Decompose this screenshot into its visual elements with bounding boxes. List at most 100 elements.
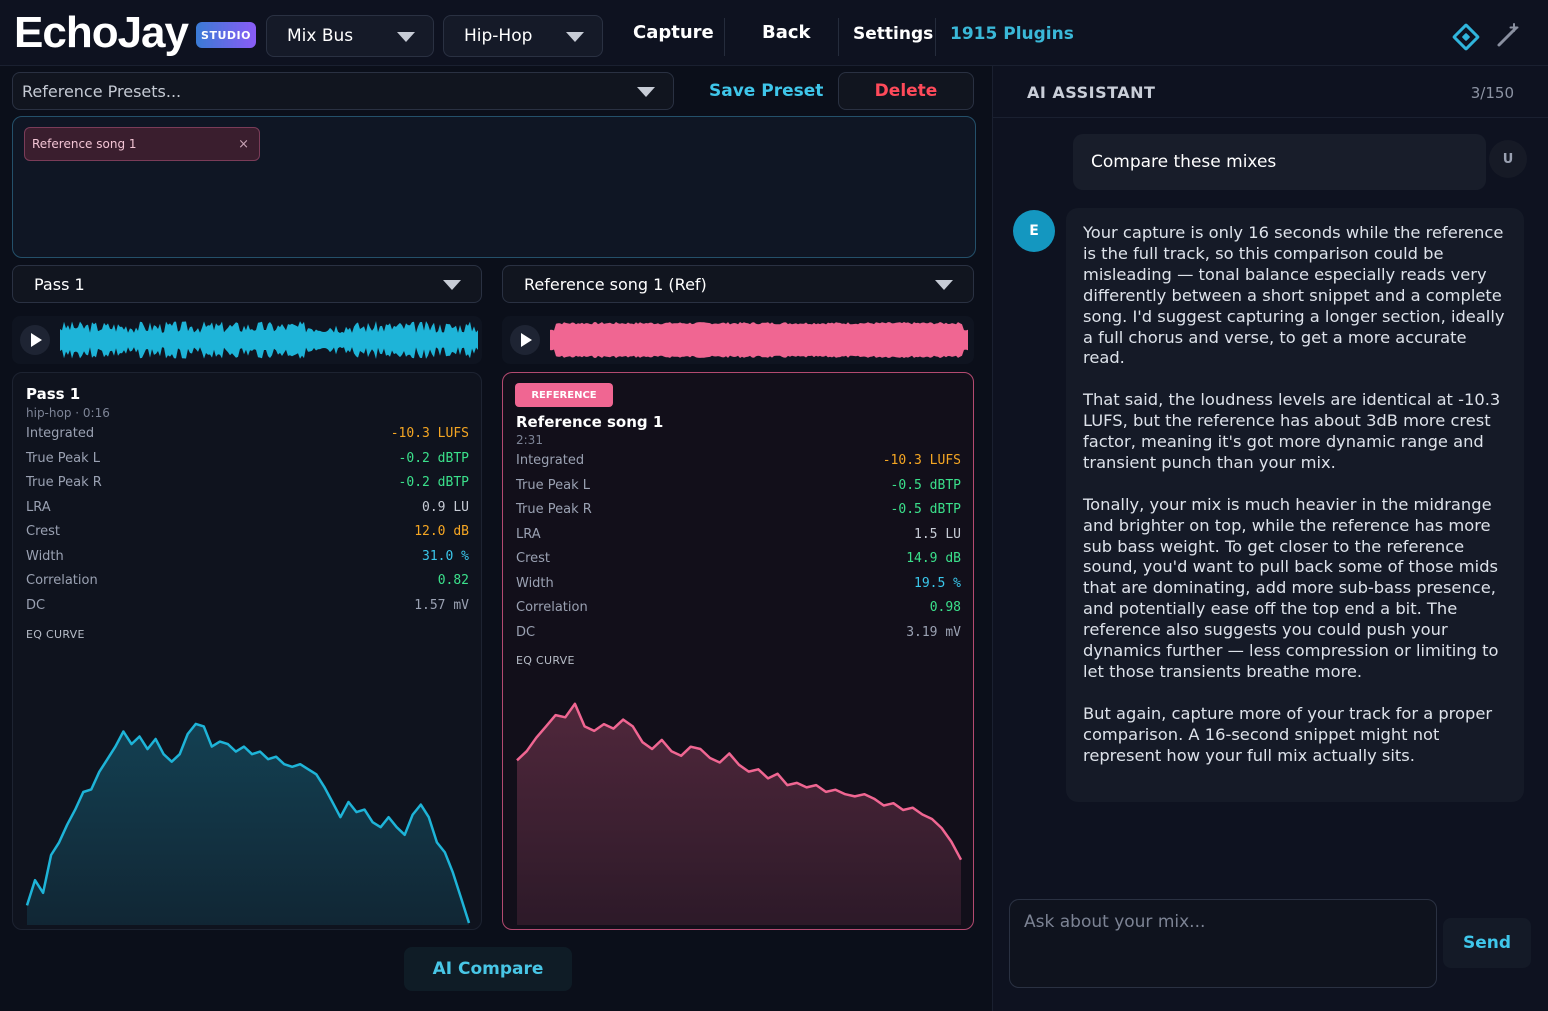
mix-waveform[interactable] <box>60 320 478 360</box>
metric-label: Crest <box>26 524 61 539</box>
metric-row: Crest 14.9 dB <box>516 551 961 571</box>
chat-input[interactable] <box>1010 900 1436 987</box>
play-icon[interactable] <box>510 325 540 355</box>
metric-label: Correlation <box>26 573 98 588</box>
nav-divider <box>935 18 936 56</box>
metric-value: -0.5 dBTP <box>890 502 961 517</box>
mix-selector[interactable]: Pass 1 <box>12 265 482 303</box>
send-button[interactable]: Send <box>1443 918 1531 968</box>
plugins-link[interactable]: 1915 Plugins <box>950 24 1074 44</box>
metric-label: True Peak R <box>26 475 102 490</box>
reference-waveform[interactable] <box>550 320 968 360</box>
assistant-message: Your capture is only 16 seconds while th… <box>1066 208 1524 802</box>
chevron-down-icon <box>935 280 953 290</box>
metric-row: Integrated -10.3 LUFS <box>26 426 469 446</box>
reference-selector[interactable]: Reference song 1 (Ref) <box>502 265 974 303</box>
delete-button[interactable]: Delete <box>838 72 974 110</box>
metric-value: 1.5 LU <box>914 526 961 542</box>
reference-presets-dropdown[interactable]: Reference Presets... <box>12 72 674 110</box>
reference-eq-label: EQ CURVE <box>516 654 575 667</box>
metric-label: Correlation <box>516 600 588 615</box>
metric-value: -0.2 dBTP <box>398 475 469 490</box>
bus-dropdown[interactable]: Mix Bus <box>266 15 434 57</box>
metric-row: True Peak R -0.2 dBTP <box>26 475 469 495</box>
metric-label: True Peak L <box>516 477 590 493</box>
reference-selector-value: Reference song 1 (Ref) <box>524 274 707 294</box>
reference-chip-label: Reference song 1 <box>32 137 137 151</box>
ai-assistant-header: AI ASSISTANT 3/150 <box>993 66 1548 118</box>
metric-value: 31.0 % <box>422 548 469 564</box>
metric-value: 12.0 dB <box>414 524 469 539</box>
reference-chip[interactable]: Reference song 1 × <box>24 127 260 161</box>
metric-row: DC 3.19 mV <box>516 625 961 645</box>
mix-selector-value: Pass 1 <box>34 274 85 294</box>
metric-row: Correlation 0.98 <box>516 600 961 620</box>
settings-button[interactable]: Settings <box>853 24 934 44</box>
ai-compare-button[interactable]: AI Compare <box>404 947 572 991</box>
metric-row: Width 31.0 % <box>26 549 469 569</box>
reference-card-title: Reference song 1 <box>516 413 664 431</box>
capture-button[interactable]: Capture <box>633 22 714 43</box>
reference-dropzone[interactable]: Reference song 1 × <box>12 116 976 258</box>
chevron-down-icon <box>637 87 655 97</box>
metric-row: Correlation 0.82 <box>26 573 469 593</box>
metric-row: Integrated -10.3 LUFS <box>516 453 961 473</box>
metric-value: -10.3 LUFS <box>390 426 469 441</box>
nav-divider <box>724 18 725 56</box>
studio-badge: STUDIO <box>196 22 256 48</box>
metric-value: 1.57 mV <box>414 597 469 613</box>
assistant-paragraph: Your capture is only 16 seconds while th… <box>1083 223 1505 368</box>
nav-divider <box>838 18 839 56</box>
chevron-down-icon <box>566 32 584 42</box>
metric-label: True Peak R <box>516 502 592 517</box>
message-count: 3/150 <box>1470 84 1514 102</box>
metric-label: Width <box>516 575 554 591</box>
wand-icon[interactable] <box>1494 22 1522 50</box>
eq-curve-line <box>516 702 963 861</box>
assistant-paragraph: Tonally, your mix is much heavier in the… <box>1083 494 1499 681</box>
mix-card-title: Pass 1 <box>26 385 81 403</box>
metric-label: True Peak L <box>26 450 100 466</box>
genre-dropdown[interactable]: Hip-Hop <box>443 15 603 57</box>
metric-value: -10.3 LUFS <box>882 453 961 468</box>
metric-label: LRA <box>516 526 541 542</box>
metric-value: 14.9 dB <box>906 551 961 566</box>
app-logo: EchoJay <box>14 9 189 57</box>
play-icon[interactable] <box>20 325 50 355</box>
metric-row: Crest 12.0 dB <box>26 524 469 544</box>
metric-label: Width <box>26 548 64 564</box>
top-bar: EchoJay STUDIO Mix Bus Hip-Hop Capture B… <box>0 0 1548 66</box>
reference-analysis-card: REFERENCE Reference song 1 2:31 Integrat… <box>502 372 974 930</box>
metric-row: DC 1.57 mV <box>26 598 469 618</box>
metric-row: True Peak L -0.5 dBTP <box>516 478 961 498</box>
metric-row: LRA 1.5 LU <box>516 527 961 547</box>
bus-dropdown-value: Mix Bus <box>287 26 354 46</box>
metric-row: True Peak R -0.5 dBTP <box>516 502 961 522</box>
metric-row: LRA 0.9 LU <box>26 500 469 520</box>
metric-label: DC <box>516 624 536 640</box>
ai-assistant-title: AI ASSISTANT <box>1027 83 1156 102</box>
metric-label: LRA <box>26 499 51 515</box>
back-button[interactable]: Back <box>762 22 811 43</box>
metric-row: Width 19.5 % <box>516 576 961 596</box>
save-preset-button[interactable]: Save Preset <box>709 81 824 101</box>
metric-label: Integrated <box>516 453 585 468</box>
assistant-avatar: E <box>1013 210 1055 252</box>
user-avatar: U <box>1489 140 1527 178</box>
close-icon[interactable]: × <box>238 137 249 152</box>
waveform-shape <box>60 321 478 359</box>
metric-value: 0.9 LU <box>422 499 469 515</box>
mix-analysis-card: Pass 1 hip-hop · 0:16 Integrated -10.3 LU… <box>12 372 482 930</box>
diamond-icon[interactable] <box>1451 22 1481 52</box>
user-message: Compare these mixes <box>1073 134 1486 190</box>
waveform-shape <box>550 322 968 358</box>
eq-curve-area <box>517 703 961 925</box>
assistant-paragraph: That said, the loudness levels are ident… <box>1083 390 1501 472</box>
eq-curve-area <box>27 723 469 925</box>
chevron-down-icon <box>443 280 461 290</box>
chat-input-box <box>1009 899 1437 988</box>
ai-assistant-panel: AI ASSISTANT 3/150 Compare these mixes U… <box>992 66 1548 1011</box>
metric-label: Integrated <box>26 426 95 441</box>
eq-curve-line <box>25 722 471 924</box>
metric-value: 3.19 mV <box>906 624 961 640</box>
